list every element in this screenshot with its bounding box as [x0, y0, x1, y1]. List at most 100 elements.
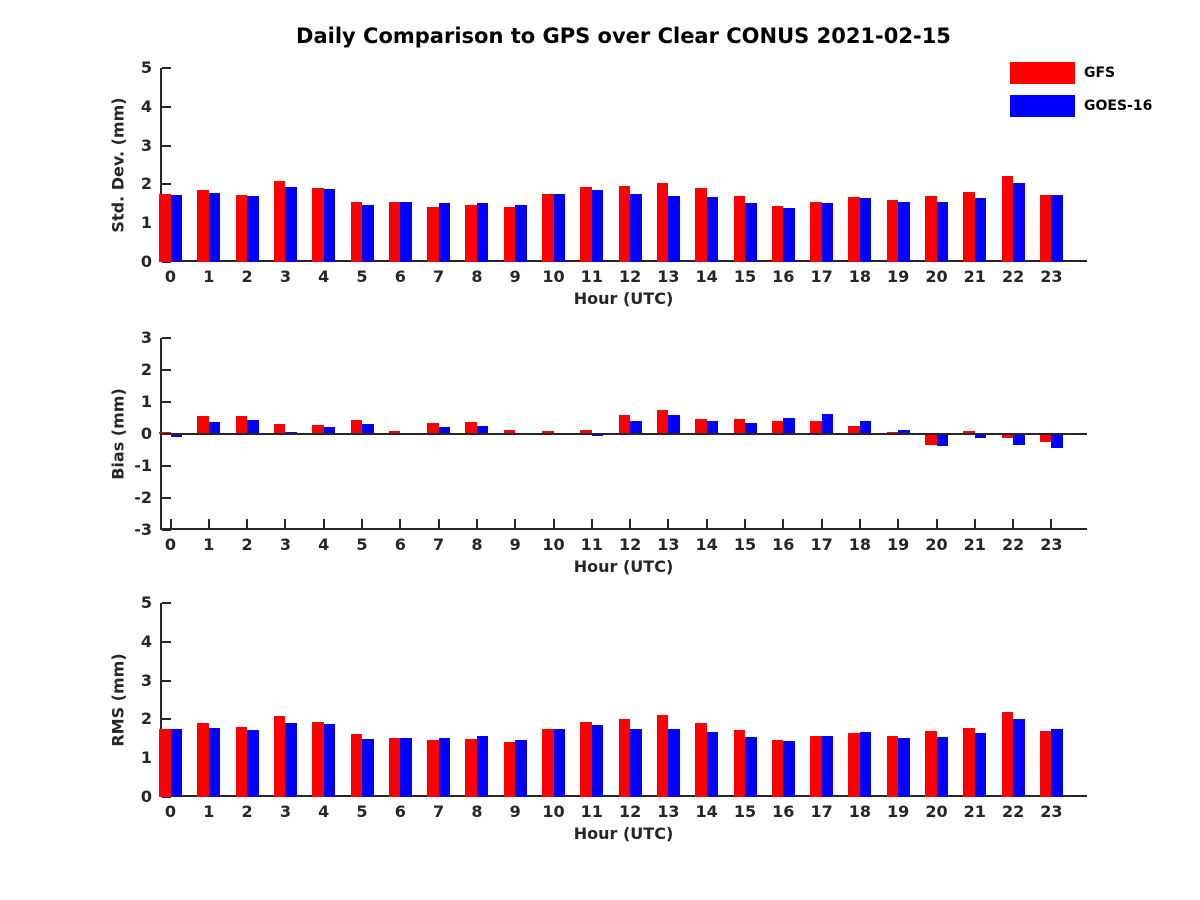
y-tick-label: 4 — [140, 96, 152, 116]
bar-gfs-hour-2 — [235, 415, 248, 434]
bar-goes-16-hour-17 — [821, 735, 834, 797]
bar-goes-16-hour-2 — [247, 729, 259, 797]
x-tick-label: 9 — [509, 535, 521, 554]
bar-gfs-hour-23 — [1039, 731, 1052, 797]
bar-gfs-hour-21 — [963, 431, 975, 434]
bar-gfs-hour-9 — [503, 429, 516, 434]
y-tick — [162, 679, 171, 682]
x-tick-label: 12 — [618, 535, 642, 554]
bar-gfs-hour-12 — [618, 185, 631, 262]
bar-goes-16-hour-11 — [591, 190, 604, 262]
x-tick-label: 5 — [356, 802, 368, 821]
bar-gfs-hour-18 — [848, 197, 860, 262]
x-tick-label: 0 — [164, 802, 177, 821]
x-tick-label: 15 — [733, 535, 757, 554]
bar-goes-16-hour-20 — [936, 434, 948, 446]
bar-goes-16-hour-2 — [247, 196, 259, 262]
y-tick — [162, 401, 171, 403]
bar-goes-16-hour-22 — [1013, 183, 1025, 262]
bar-goes-16-hour-1 — [208, 422, 221, 434]
bar-goes-16-hour-16 — [783, 208, 795, 262]
y-tick-label: 0 — [140, 252, 152, 271]
bar-gfs-hour-17 — [810, 736, 822, 797]
bar-goes-16-hour-23 — [1051, 728, 1063, 797]
x-axis-label-hour-utc: Hour (UTC) — [573, 557, 674, 576]
x-tick — [284, 519, 287, 528]
bar-goes-16-hour-16 — [783, 418, 795, 434]
bar-gfs-hour-4 — [312, 722, 324, 797]
x-tick-label: 2 — [241, 267, 253, 286]
bar-goes-16-hour-11 — [591, 725, 604, 797]
y-tick — [162, 602, 171, 604]
bar-goes-16-hour-8 — [476, 426, 489, 434]
y-tick — [162, 796, 171, 798]
bar-goes-16-hour-3 — [285, 431, 297, 434]
bar-goes-16-hour-19 — [898, 738, 910, 797]
bar-goes-16-hour-18 — [859, 420, 872, 434]
y-tick — [162, 640, 171, 643]
bar-gfs-hour-5 — [350, 734, 362, 797]
bar-goes-16-hour-12 — [630, 728, 642, 797]
y-tick — [162, 497, 171, 499]
x-tick-label: 0 — [164, 535, 177, 554]
x-tick-label: 19 — [887, 267, 910, 286]
bar-gfs-hour-8 — [465, 738, 477, 797]
y-axis-label-std-dev-mm: Std. Dev. (mm) — [108, 97, 128, 233]
x-tick-label: 11 — [580, 267, 603, 286]
x-tick-label: 22 — [1001, 267, 1025, 286]
y-tick-label: -3 — [134, 520, 152, 539]
x-tick-label: 13 — [657, 535, 680, 554]
x-tick-label: 23 — [1040, 267, 1063, 286]
y-tick-label: 3 — [140, 135, 152, 155]
bar-goes-16-hour-12 — [630, 194, 642, 262]
y-tick — [162, 529, 171, 531]
bar-gfs-hour-22 — [1001, 434, 1014, 439]
bar-gfs-hour-1 — [197, 722, 209, 797]
bar-gfs-hour-16 — [771, 739, 784, 797]
bar-gfs-hour-8 — [465, 422, 477, 434]
bar-gfs-hour-16 — [771, 420, 784, 434]
bar-goes-16-hour-4 — [323, 188, 336, 262]
x-tick — [629, 519, 632, 528]
x-tick-label: 14 — [695, 535, 718, 554]
bar-gfs-hour-14 — [695, 722, 707, 797]
bar-goes-16-hour-2 — [247, 420, 259, 434]
x-tick-label: 17 — [810, 802, 833, 821]
bar-goes-16-hour-4 — [323, 426, 336, 434]
x-tick — [246, 519, 249, 528]
y-tick — [162, 144, 171, 147]
x-tick-label: 11 — [580, 802, 603, 821]
bar-goes-16-hour-4 — [323, 723, 336, 797]
bar-goes-16-hour-5 — [362, 204, 374, 262]
bar-gfs-hour-14 — [695, 419, 707, 434]
bar-goes-16-hour-13 — [668, 728, 680, 797]
x-tick — [552, 519, 555, 528]
bar-gfs-hour-15 — [733, 196, 745, 262]
x-tick-label: 20 — [925, 535, 948, 554]
y-tick — [162, 465, 171, 467]
bar-goes-16-hour-21 — [974, 434, 987, 438]
y-tick-label: 3 — [140, 670, 152, 690]
x-tick-label: 17 — [810, 535, 833, 554]
x-tick-label: 8 — [471, 535, 483, 554]
bar-gfs-hour-3 — [273, 423, 286, 434]
bar-gfs-hour-12 — [618, 415, 631, 434]
bar-gfs-hour-6 — [388, 202, 401, 262]
x-tick-label: 2 — [241, 802, 253, 821]
bar-gfs-hour-17 — [810, 420, 822, 434]
bar-gfs-hour-1 — [197, 416, 209, 434]
x-tick-label: 12 — [618, 802, 642, 821]
bar-goes-16-hour-9 — [515, 204, 527, 262]
x-tick-label: 8 — [471, 267, 483, 286]
x-tick-label: 5 — [356, 267, 368, 286]
x-tick-label: 16 — [772, 535, 795, 554]
bar-gfs-hour-18 — [848, 733, 860, 797]
bar-gfs-hour-18 — [848, 425, 860, 434]
x-tick-label: 6 — [394, 802, 406, 821]
bar-gfs-hour-22 — [1001, 175, 1014, 262]
x-tick-label: 23 — [1040, 535, 1063, 554]
x-tick-label: 20 — [925, 802, 948, 821]
x-tick-label: 8 — [471, 802, 483, 821]
x-tick-label: 7 — [433, 802, 445, 821]
x-tick-label: 15 — [733, 267, 757, 286]
